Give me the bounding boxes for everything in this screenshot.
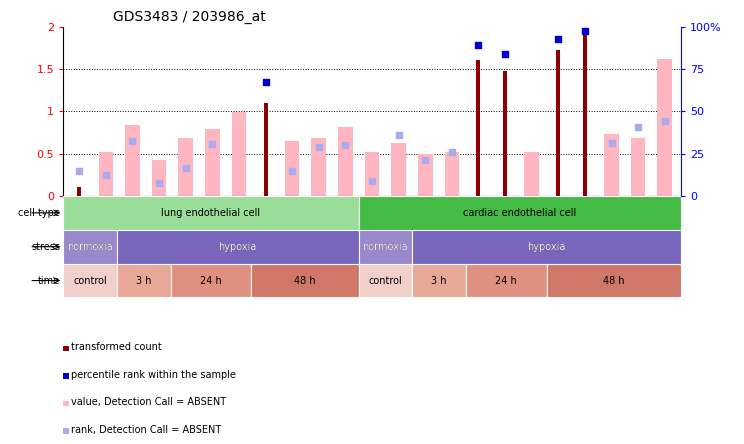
Bar [604, 134, 619, 196]
Text: 24 h: 24 h [200, 276, 222, 285]
Bar [503, 71, 507, 196]
Point [420, 157, 432, 164]
Bar [547, 264, 681, 297]
Bar [476, 60, 481, 196]
Point [659, 118, 671, 125]
Bar [117, 230, 359, 264]
Text: 48 h: 48 h [294, 276, 315, 285]
Text: hypoxia: hypoxia [527, 242, 565, 252]
Point [73, 167, 85, 174]
Bar [466, 264, 547, 297]
Text: 3 h: 3 h [432, 276, 447, 285]
Text: GDS3483 / 203986_at: GDS3483 / 203986_at [112, 10, 266, 24]
Point [472, 42, 484, 49]
Text: normoxia: normoxia [362, 242, 408, 252]
Bar [251, 264, 359, 297]
Bar [391, 143, 406, 196]
Text: stress: stress [31, 242, 60, 252]
Text: 48 h: 48 h [603, 276, 624, 285]
Bar [412, 264, 466, 297]
Bar [338, 127, 353, 196]
Bar [444, 152, 459, 196]
Bar [359, 196, 681, 230]
Point [579, 28, 591, 35]
Point [153, 180, 165, 187]
Bar [412, 230, 681, 264]
Point [180, 164, 192, 171]
Text: lung endothelial cell: lung endothelial cell [161, 208, 260, 218]
Point [552, 36, 564, 43]
Bar [179, 139, 193, 196]
Text: normoxia: normoxia [362, 242, 408, 252]
Bar [285, 141, 300, 196]
Bar [583, 33, 587, 196]
Bar [63, 196, 359, 230]
Point [206, 141, 218, 148]
Bar [263, 103, 268, 196]
Bar [98, 152, 113, 196]
Bar [418, 154, 432, 196]
Bar [312, 138, 326, 196]
Text: hypoxia: hypoxia [219, 242, 257, 252]
Point [312, 143, 324, 151]
Text: percentile rank within the sample: percentile rank within the sample [71, 370, 237, 380]
Bar [125, 125, 140, 196]
Point [100, 171, 112, 178]
Point [286, 168, 298, 175]
Bar [117, 264, 170, 297]
Bar [557, 50, 560, 196]
Point [339, 142, 351, 149]
Point [366, 177, 378, 184]
Point [446, 148, 458, 155]
Point [499, 50, 511, 57]
Point [126, 137, 138, 144]
Bar [658, 59, 672, 196]
Text: rank, Detection Call = ABSENT: rank, Detection Call = ABSENT [71, 425, 222, 435]
Text: cardiac endothelial cell: cardiac endothelial cell [463, 208, 577, 218]
Point [260, 78, 272, 85]
Bar [152, 159, 167, 196]
Text: normoxia: normoxia [67, 242, 113, 252]
Bar [525, 152, 539, 196]
Text: 24 h: 24 h [496, 276, 517, 285]
Text: normoxia: normoxia [67, 242, 113, 252]
Bar [63, 230, 117, 264]
Text: time: time [38, 276, 60, 285]
Bar [365, 152, 379, 196]
Point [632, 123, 644, 130]
Bar [359, 230, 412, 264]
Text: cell type: cell type [19, 208, 60, 218]
Point [393, 131, 405, 139]
Bar [77, 187, 81, 196]
Bar [170, 264, 251, 297]
Bar [205, 129, 219, 196]
Bar [63, 264, 117, 297]
Text: value, Detection Call = ABSENT: value, Detection Call = ABSENT [71, 397, 226, 407]
Text: hypoxia: hypoxia [527, 242, 565, 252]
Bar [631, 139, 646, 196]
Point [606, 139, 618, 146]
Text: transformed count: transformed count [71, 342, 162, 352]
Text: hypoxia: hypoxia [219, 242, 257, 252]
Bar [231, 112, 246, 196]
Text: 3 h: 3 h [136, 276, 152, 285]
Text: control: control [368, 276, 403, 285]
Text: control: control [73, 276, 107, 285]
Bar [359, 264, 412, 297]
